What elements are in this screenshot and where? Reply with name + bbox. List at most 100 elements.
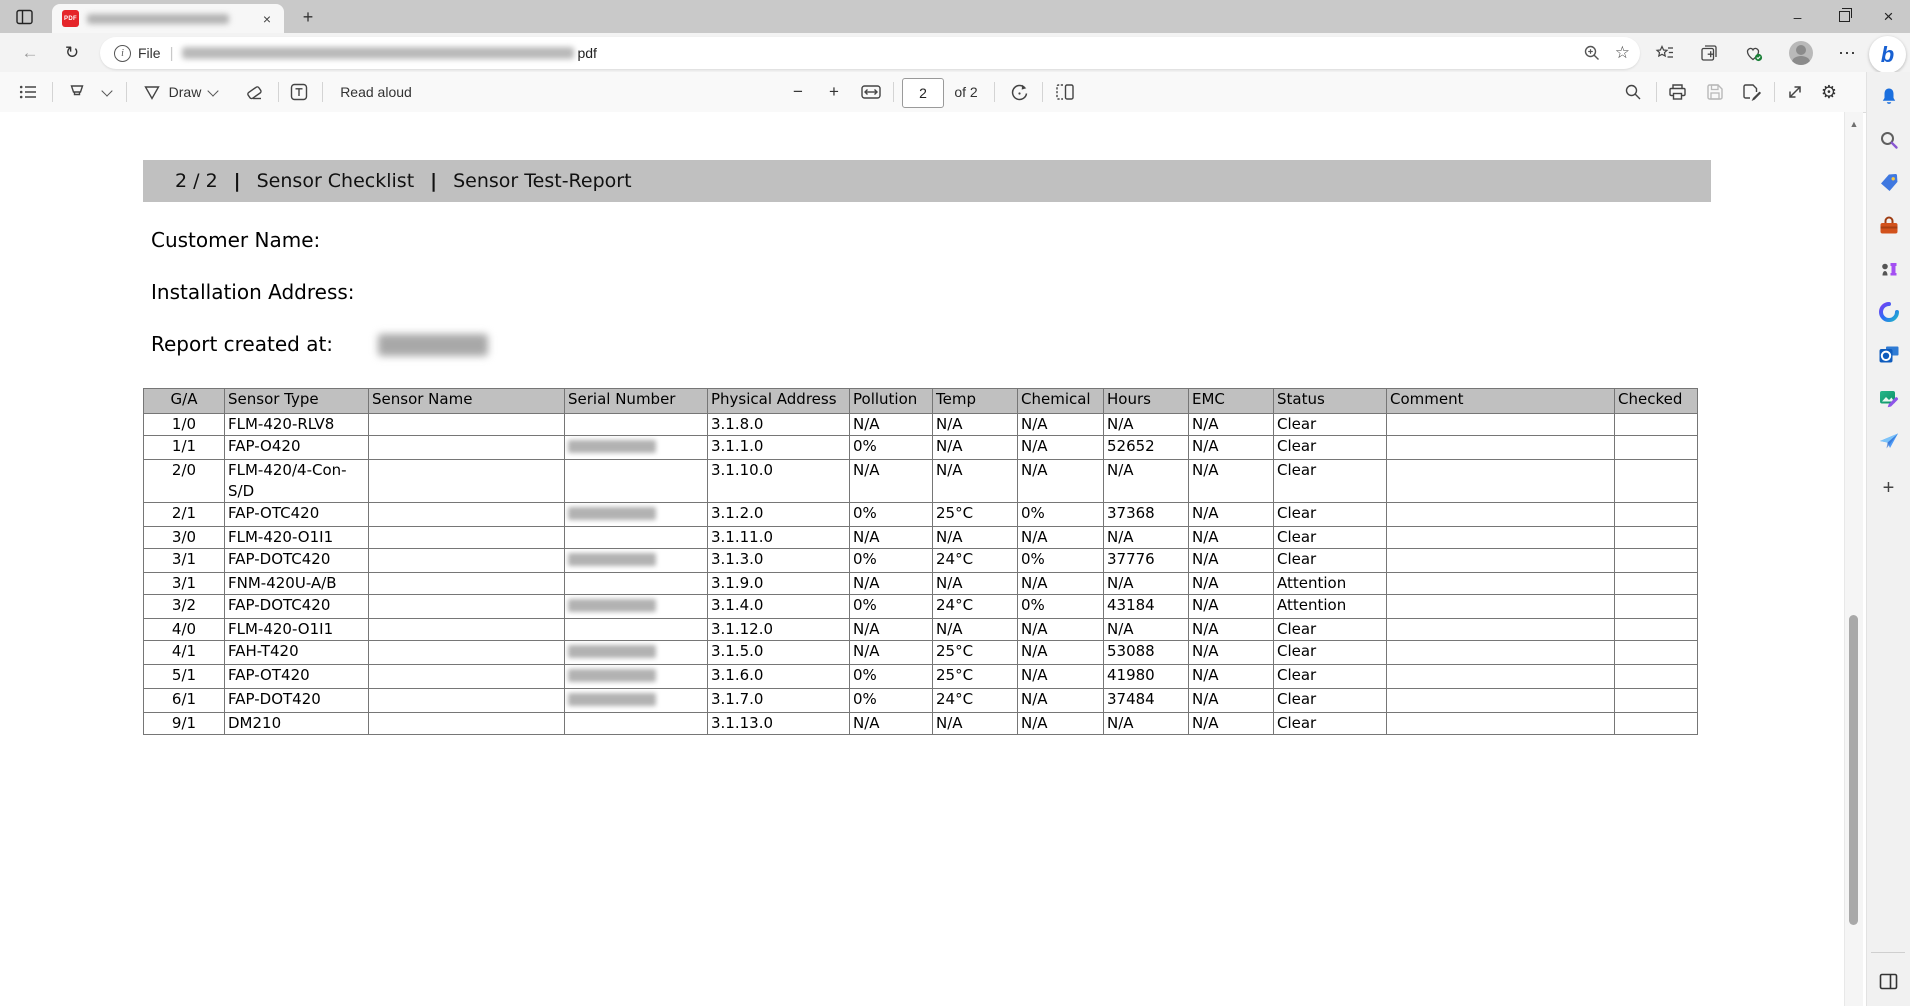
search-document-button[interactable] bbox=[1618, 78, 1648, 106]
cell-comment bbox=[1386, 640, 1615, 665]
print-button[interactable] bbox=[1662, 78, 1692, 106]
zoom-in-button[interactable]: + bbox=[829, 82, 839, 101]
new-tab-button[interactable]: + bbox=[302, 6, 314, 27]
file-badge: File bbox=[138, 45, 161, 61]
cell-physical-address: 3.1.8.0 bbox=[707, 413, 850, 436]
browser-essentials-button[interactable] bbox=[1738, 38, 1768, 68]
sidebar-panel-toggle[interactable] bbox=[1872, 965, 1905, 998]
cell-temp: 24°C bbox=[932, 688, 1018, 713]
sidebar-search-button[interactable] bbox=[1872, 123, 1905, 156]
outlook-button[interactable] bbox=[1872, 338, 1905, 371]
scrollbar-thumb[interactable] bbox=[1849, 615, 1858, 925]
cell-sensor-name bbox=[368, 413, 565, 436]
highlight-button[interactable] bbox=[62, 78, 92, 106]
cell-sensor-name bbox=[368, 548, 565, 573]
sidebar-add-button[interactable]: + bbox=[1882, 477, 1895, 499]
read-aloud-button[interactable]: Read aloud bbox=[330, 78, 422, 106]
cell-ga: 3/1 bbox=[143, 572, 225, 595]
zoom-out-button[interactable]: − bbox=[793, 82, 803, 101]
rotate-button[interactable] bbox=[1004, 78, 1034, 106]
cell-hours: N/A bbox=[1103, 712, 1189, 735]
table-row: 3/0 FLM-420-O1I1 3.1.11.0 N/A N/A N/A N/A N/A Cl… bbox=[143, 526, 1698, 549]
cell-sensor-type: FAP-OTC420 bbox=[224, 502, 369, 527]
scroll-up-button[interactable]: ▲ bbox=[1849, 119, 1859, 129]
cell-chemical: N/A bbox=[1017, 459, 1104, 503]
save-button[interactable] bbox=[1700, 78, 1730, 106]
tools-button[interactable] bbox=[1872, 209, 1905, 242]
column-header: Physical Address bbox=[707, 388, 850, 414]
table-of-contents-button[interactable] bbox=[14, 78, 42, 106]
games-button[interactable] bbox=[1872, 252, 1905, 285]
settings-menu-button[interactable]: ⋯ bbox=[1838, 42, 1856, 63]
cell-checked bbox=[1614, 502, 1698, 527]
cell-sensor-name bbox=[368, 502, 565, 527]
fullscreen-button[interactable] bbox=[1780, 78, 1810, 106]
cell-status: Clear bbox=[1273, 413, 1387, 436]
fit-to-width-button[interactable] bbox=[856, 78, 886, 106]
serial-number-redacted bbox=[568, 693, 656, 706]
table-row: 9/1 DM210 3.1.13.0 N/A N/A N/A N/A N/A Clear bbox=[143, 712, 1698, 735]
cell-sensor-type: FLM-420-O1I1 bbox=[224, 526, 369, 549]
cell-emc: N/A bbox=[1188, 502, 1274, 527]
page-view-button[interactable] bbox=[1050, 78, 1080, 106]
back-button[interactable]: ← bbox=[21, 43, 39, 62]
serial-number-redacted bbox=[568, 553, 656, 566]
sensor-table-head-row: G/A Sensor Type Sensor Name Serial Number Ph… bbox=[143, 388, 1698, 414]
erase-button[interactable] bbox=[238, 78, 268, 106]
bing-copilot-button[interactable]: b bbox=[1869, 36, 1906, 73]
cell-physical-address: 3.1.7.0 bbox=[707, 688, 850, 713]
favorite-star-icon[interactable]: ☆ bbox=[1614, 43, 1630, 62]
bell-icon bbox=[1882, 88, 1895, 104]
cell-physical-address: 3.1.12.0 bbox=[707, 618, 850, 641]
sidebar-divider bbox=[1871, 952, 1905, 953]
tab-close-button[interactable]: × bbox=[262, 11, 272, 27]
cell-status: Clear bbox=[1273, 526, 1387, 549]
shopping-button[interactable] bbox=[1872, 166, 1905, 199]
cell-comment bbox=[1386, 572, 1615, 595]
doc-header-bar: 2 / 2 | Sensor Checklist | Sensor Test-R… bbox=[143, 160, 1711, 202]
refresh-button[interactable]: ↻ bbox=[64, 43, 80, 62]
shopping-tag-icon bbox=[1880, 173, 1897, 191]
drop-button[interactable] bbox=[1872, 424, 1905, 457]
cell-pollution: N/A bbox=[849, 459, 933, 503]
cell-emc: N/A bbox=[1188, 618, 1274, 641]
pdf-settings-button[interactable]: ⚙ bbox=[1820, 81, 1838, 102]
browser-tab[interactable]: PDF × bbox=[52, 4, 284, 33]
zoom-page-icon[interactable] bbox=[1583, 44, 1601, 62]
column-header: Checked bbox=[1614, 388, 1698, 414]
cell-sensor-name bbox=[368, 688, 565, 713]
info-icon[interactable]: i bbox=[114, 44, 131, 62]
cell-chemical: N/A bbox=[1017, 572, 1104, 595]
cell-comment bbox=[1386, 435, 1615, 460]
notifications-button[interactable] bbox=[1872, 80, 1905, 113]
highlight-options-button[interactable] bbox=[96, 78, 118, 106]
image-creator-button[interactable] bbox=[1872, 381, 1905, 414]
profile-button[interactable] bbox=[1786, 38, 1816, 68]
cell-hours: 43184 bbox=[1103, 594, 1189, 619]
cell-status: Clear bbox=[1273, 712, 1387, 735]
tab-actions-button[interactable] bbox=[10, 5, 38, 29]
microsoft365-button[interactable] bbox=[1872, 295, 1905, 328]
cell-ga: 2/0 bbox=[143, 459, 225, 503]
url-field[interactable]: i File | pdf ☆ bbox=[100, 37, 1640, 69]
collections-button[interactable] bbox=[1694, 38, 1724, 68]
cell-emc: N/A bbox=[1188, 594, 1274, 619]
draw-pen-icon bbox=[143, 85, 160, 100]
add-text-button[interactable] bbox=[284, 78, 314, 106]
vertical-scrollbar[interactable]: ▲ bbox=[1844, 112, 1863, 1006]
cell-ga: 3/2 bbox=[143, 594, 225, 619]
restore-button[interactable] bbox=[1822, 0, 1867, 33]
favorites-button[interactable] bbox=[1650, 38, 1680, 68]
cell-sensor-type: FAP-DOT420 bbox=[224, 688, 369, 713]
column-header: Sensor Type bbox=[224, 388, 369, 414]
cell-temp: N/A bbox=[932, 459, 1018, 503]
draw-button[interactable]: Draw bbox=[132, 78, 228, 106]
page-number-input[interactable] bbox=[902, 78, 944, 108]
cell-serial bbox=[564, 664, 708, 689]
minimize-button[interactable]: – bbox=[1793, 8, 1802, 25]
save-as-button[interactable] bbox=[1736, 78, 1766, 106]
close-window-button[interactable]: × bbox=[1883, 6, 1894, 26]
cell-checked bbox=[1614, 526, 1698, 549]
cell-physical-address: 3.1.10.0 bbox=[707, 459, 850, 503]
cell-temp: 25°C bbox=[932, 502, 1018, 527]
